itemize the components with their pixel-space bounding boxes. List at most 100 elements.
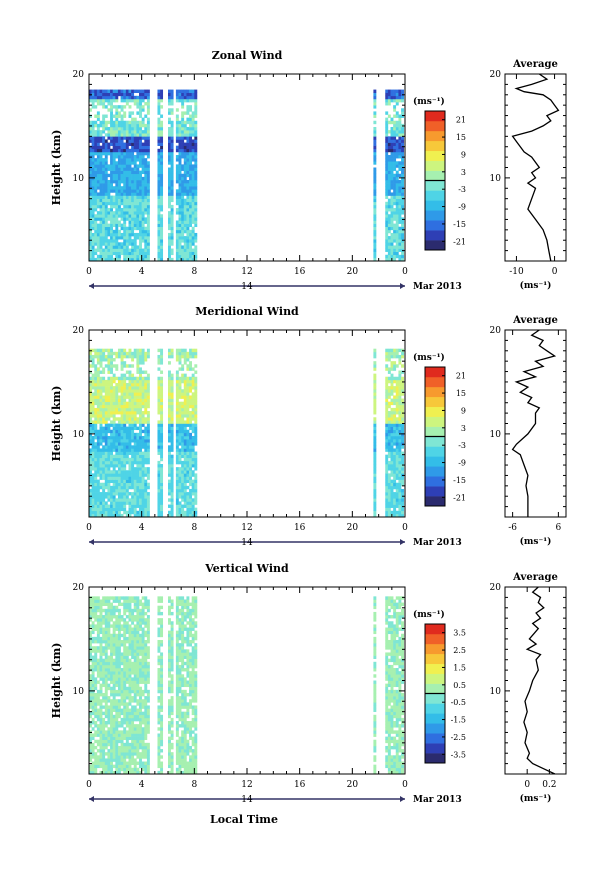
heatmap-cell (168, 257, 171, 262)
heatmap-cell (123, 242, 127, 246)
heatmap-cell (107, 198, 111, 203)
heatmap-cell (136, 248, 140, 252)
colorbar-band (425, 367, 445, 378)
heatmap-cell (168, 485, 171, 490)
heatmap-cell (96, 495, 100, 499)
heatmap-cell (141, 401, 145, 406)
heatmap-cell (175, 401, 179, 406)
heatmap-cell (123, 442, 127, 446)
heatmap-cell (175, 479, 179, 484)
heatmap-cell (102, 417, 106, 421)
heatmap-cell (144, 248, 148, 252)
heatmap-cell (160, 164, 164, 168)
heatmap-cell (131, 183, 135, 187)
heatmap-cell (186, 389, 190, 393)
heatmap-cell (96, 139, 100, 143)
heatmap-cell (117, 204, 121, 209)
heatmap-cell (91, 179, 95, 184)
heatmap-cell (94, 414, 98, 418)
heatmap-cell (102, 467, 106, 471)
heatmap-cell (401, 376, 404, 381)
heatmap-cell (115, 507, 119, 512)
heatmap-cell (104, 658, 108, 663)
heatmap-cell (117, 133, 121, 137)
heatmap-cell (189, 142, 192, 146)
heatmap-cell (131, 204, 135, 209)
heatmap-cell (401, 429, 404, 434)
heatmap-cell (175, 92, 179, 97)
heatmap-cell (123, 389, 127, 393)
heatmap-cell (104, 386, 108, 390)
heatmap-cell (133, 404, 137, 409)
heatmap-cell (120, 151, 124, 156)
heatmap-cell (99, 652, 103, 656)
heatmap-cell (189, 114, 192, 118)
heatmap-cell (398, 404, 402, 409)
heatmap-cell (189, 411, 192, 415)
heatmap-cell (102, 761, 106, 765)
heatmap-cell (94, 133, 98, 137)
heatmap-cell (146, 426, 150, 431)
heatmap-cell (94, 120, 98, 125)
heatmap-cell (178, 217, 182, 221)
heatmap-cell (146, 257, 150, 262)
heatmap-cell (104, 485, 108, 490)
heatmap-cell (186, 492, 190, 496)
heatmap-cell (112, 105, 116, 109)
heatmap-cell (115, 136, 119, 140)
heatmap-cell (89, 148, 92, 153)
heatmap-cell (136, 407, 140, 412)
heatmap-cell (133, 130, 137, 134)
heatmap-cell (89, 513, 92, 518)
day-bar-right-arrow (400, 539, 405, 545)
heatmap-cell (128, 239, 132, 243)
heatmap-cell (104, 161, 108, 165)
heatmap-cell (133, 426, 137, 431)
heatmap-cell (387, 507, 391, 512)
heatmap-cell (91, 373, 95, 378)
heatmap-cell (141, 488, 145, 493)
heatmap-cell (99, 242, 103, 246)
heatmap-cell (110, 142, 113, 146)
heatmap-cell (133, 195, 137, 199)
heatmap-cell (395, 476, 399, 480)
heatmap-cell (181, 448, 185, 452)
heatmap-cell (189, 498, 192, 502)
date-label: Mar 2013 (413, 282, 462, 292)
heatmap-cell (96, 724, 100, 728)
heatmap-cell (170, 204, 174, 209)
heatmap-cell (99, 386, 103, 390)
heatmap-cell (115, 98, 119, 103)
heatmap-cell (104, 170, 108, 175)
heatmap-cell (117, 513, 121, 518)
heatmap-cell (123, 464, 127, 468)
heatmap-cell (170, 448, 174, 452)
heatmap-cell (89, 770, 92, 775)
heatmap-cell (91, 621, 95, 625)
heatmap-cell (94, 158, 98, 162)
heatmap-cell (186, 364, 190, 368)
heatmap-cell (395, 464, 399, 468)
heatmap-cell (131, 192, 135, 196)
heatmap-cell (117, 195, 121, 199)
average-x-label: (ms⁻¹) (520, 280, 552, 291)
heatmap-cell (385, 404, 389, 409)
heatmap-cell (146, 417, 150, 421)
heatmap-cell (94, 615, 98, 619)
heatmap-cell (144, 158, 148, 162)
heatmap-cell (387, 251, 391, 256)
heatmap-cell (157, 151, 161, 156)
heatmap-cell (131, 435, 135, 440)
heatmap-cell (139, 482, 142, 487)
heatmap-cell (94, 376, 98, 381)
heatmap-cell (133, 354, 137, 359)
heatmap-cell (115, 248, 119, 252)
heatmap-cell (194, 254, 198, 259)
heatmap-cell (133, 473, 137, 477)
heatmap-cell (178, 454, 182, 459)
heatmap-cell (168, 354, 171, 359)
heatmap-cell (125, 136, 129, 140)
heatmap-cell (115, 223, 119, 228)
heatmap-cell (141, 482, 145, 487)
heatmap-cell (175, 392, 179, 396)
